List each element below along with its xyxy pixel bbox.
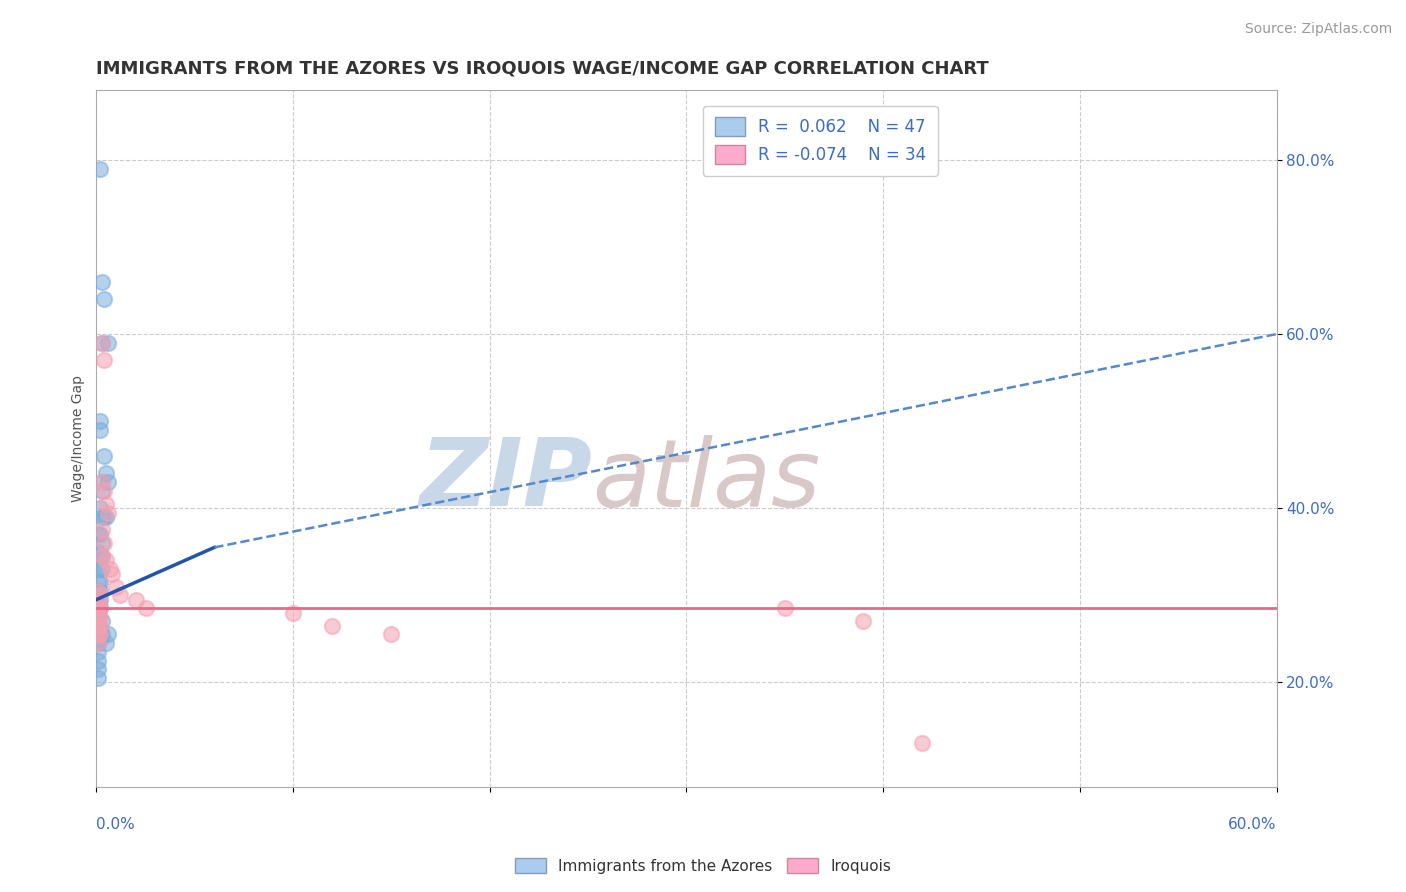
Text: IMMIGRANTS FROM THE AZORES VS IROQUOIS WAGE/INCOME GAP CORRELATION CHART: IMMIGRANTS FROM THE AZORES VS IROQUOIS W… (97, 60, 988, 78)
Text: ZIP: ZIP (419, 434, 592, 526)
Point (773, 601, 796, 615)
Point (93, 483, 115, 498)
Point (87, 627, 110, 641)
Point (87, 527, 110, 541)
Point (91, 335, 114, 350)
Point (98, 562, 121, 576)
Point (89, 549, 111, 563)
Point (380, 627, 402, 641)
Point (101, 566, 124, 581)
Point (87, 636, 110, 650)
Point (87, 601, 110, 615)
Point (89, 423, 111, 437)
Point (89, 592, 111, 607)
Point (97, 506, 120, 520)
Point (93, 292, 115, 306)
Point (87, 575, 110, 590)
Legend: R =  0.062    N = 47, R = -0.074    N = 34: R = 0.062 N = 47, R = -0.074 N = 34 (703, 105, 938, 176)
Point (89, 414, 111, 428)
Point (89, 501, 111, 516)
Point (91, 335, 114, 350)
Point (96, 497, 118, 511)
Point (89, 619, 111, 633)
Point (93, 510, 115, 524)
Text: atlas: atlas (592, 435, 820, 526)
Point (87, 592, 110, 607)
Point (89, 601, 111, 615)
Text: Source: ZipAtlas.com: Source: ZipAtlas.com (1244, 22, 1392, 37)
Point (96, 467, 118, 481)
Point (87, 636, 110, 650)
Point (108, 588, 131, 602)
Point (91, 615, 114, 629)
Point (93, 449, 115, 463)
Point (91, 523, 114, 537)
Point (96, 510, 118, 524)
Point (87, 627, 110, 641)
Point (135, 601, 157, 615)
Point (91, 627, 114, 641)
Text: 60.0%: 60.0% (1227, 817, 1277, 832)
Point (87, 583, 110, 598)
Point (87, 610, 110, 624)
Point (91, 275, 114, 289)
Point (281, 606, 304, 620)
Point (87, 645, 110, 659)
Point (87, 619, 110, 633)
Point (125, 592, 148, 607)
Point (91, 483, 114, 498)
Point (852, 615, 875, 629)
Point (91, 562, 114, 576)
Point (89, 575, 111, 590)
Point (91, 475, 114, 489)
Point (105, 580, 128, 594)
Point (87, 610, 110, 624)
Point (89, 610, 111, 624)
Point (87, 601, 110, 615)
Y-axis label: Wage/Income Gap: Wage/Income Gap (72, 375, 86, 502)
Point (89, 583, 111, 598)
Text: 0.0%: 0.0% (97, 817, 135, 832)
Point (96, 553, 118, 567)
Point (87, 583, 110, 598)
Point (87, 592, 110, 607)
Point (87, 654, 110, 668)
Point (91, 536, 114, 550)
Point (87, 671, 110, 685)
Point (87, 562, 110, 576)
Point (87, 545, 110, 559)
Point (87, 619, 110, 633)
Point (93, 536, 115, 550)
Point (91, 510, 114, 524)
Point (93, 353, 115, 368)
Point (89, 632, 111, 646)
Point (89, 601, 111, 615)
Point (911, 736, 934, 750)
Point (87, 662, 110, 676)
Point (97, 627, 120, 641)
Point (97, 475, 120, 489)
Point (91, 549, 114, 563)
Point (97, 335, 120, 350)
Point (89, 161, 111, 176)
Point (89, 623, 111, 637)
Point (89, 627, 111, 641)
Legend: Immigrants from the Azores, Iroquois: Immigrants from the Azores, Iroquois (509, 852, 897, 880)
Point (96, 636, 118, 650)
Point (91, 475, 114, 489)
Point (91, 549, 114, 563)
Point (321, 619, 343, 633)
Point (89, 562, 111, 576)
Point (89, 588, 111, 602)
Point (89, 527, 111, 541)
